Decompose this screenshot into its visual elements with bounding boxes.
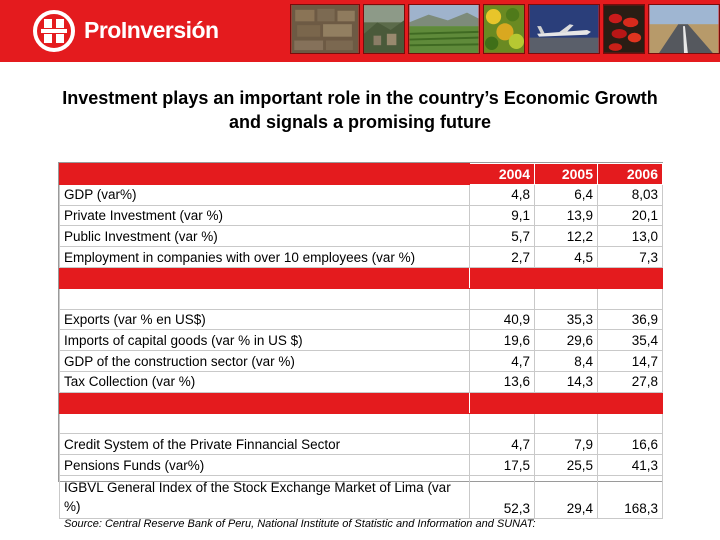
value-2005: 7,9 — [534, 433, 598, 456]
value-2004: 13,6 — [469, 370, 535, 393]
value-2004: 5,7 — [469, 225, 535, 248]
airplane-photo — [528, 4, 600, 54]
section-divider — [59, 391, 663, 414]
table-row: Private Investment (var %) 9,1 13,9 20,1 — [59, 204, 663, 227]
value-2005: 4,5 — [534, 246, 598, 268]
row-label: Tax Collection (var %) — [59, 370, 470, 393]
title-line-1: Investment plays an important role in th… — [62, 88, 658, 108]
value-2004: 2,7 — [469, 246, 535, 268]
value-2005: 12,2 — [534, 225, 598, 248]
table-row: Exports (var % en US$) 40,9 35,3 36,9 — [59, 308, 663, 331]
value-2005: 8,4 — [534, 350, 598, 372]
farmland-photo — [408, 4, 480, 54]
year-2004-header: 2004 — [469, 163, 535, 185]
table-row: Tax Collection (var %) 13,6 14,3 27,8 — [59, 370, 663, 393]
table-row: Pensions Funds (var%) 17,5 25,5 41,3 — [59, 454, 663, 476]
value-2004: 52,3 — [469, 474, 535, 519]
value-2005: 6,4 — [534, 183, 598, 206]
value-2004: 17,5 — [469, 454, 535, 476]
table-row: Employment in companies with over 10 emp… — [59, 246, 663, 268]
table-row: GDP (var%) 4,8 6,4 8,03 — [59, 183, 663, 206]
row-label: Pensions Funds (var%) — [59, 454, 470, 476]
year-2006-header: 2006 — [597, 163, 663, 185]
year-2005-header: 2005 — [534, 163, 598, 185]
value-2005: 35,3 — [534, 308, 598, 331]
value-2006: 35,4 — [597, 329, 663, 352]
table-row: Imports of capital goods (var % in US $)… — [59, 329, 663, 352]
header-band: ProInversión — [0, 0, 720, 62]
value-2006: 14,7 — [597, 350, 663, 372]
row-label: Credit System of the Private Finnancial … — [59, 433, 470, 456]
value-2006: 41,3 — [597, 454, 663, 476]
value-2006: 168,3 — [597, 474, 663, 519]
value-2004: 19,6 — [469, 329, 535, 352]
row-label: Employment in companies with over 10 emp… — [59, 246, 470, 268]
stone-wall-photo — [290, 4, 360, 54]
title-line-2: and signals a promising future — [228, 112, 492, 132]
row-label: Public Investment (var %) — [59, 225, 470, 248]
table-header-row: 2004 2005 2006 — [59, 163, 663, 185]
indicators-table: 2004 2005 2006 GDP (var%) 4,8 6,4 8,03 P… — [58, 162, 663, 519]
peppers-photo — [603, 4, 645, 54]
value-2006: 27,8 — [597, 370, 663, 393]
value-2006: 20,1 — [597, 204, 663, 227]
value-2004: 9,1 — [469, 204, 535, 227]
value-2005: 14,3 — [534, 370, 598, 393]
table-row — [59, 412, 663, 435]
highway-photo — [648, 4, 720, 54]
source-note: Source: Central Reserve Bank of Peru, Na… — [64, 518, 536, 530]
row-label: Exports (var % en US$) — [59, 308, 470, 331]
table-row: GDP of the construction sector (var %) 4… — [59, 350, 663, 372]
value-2006: 13,0 — [597, 225, 663, 248]
value-2006: 36,9 — [597, 308, 663, 331]
table-row — [59, 287, 663, 310]
table-row: Public Investment (var %) 5,7 12,2 13,0 — [59, 225, 663, 248]
row-label: IGBVL General Index of the Stock Exchang… — [59, 474, 470, 519]
value-2005: 29,6 — [534, 329, 598, 352]
slide-title: Investment plays an important role in th… — [10, 86, 710, 134]
vegetables-photo — [483, 4, 525, 54]
row-label: GDP (var%) — [59, 183, 470, 206]
header-photo-strip — [290, 4, 720, 54]
value-2004: 4,7 — [469, 433, 535, 456]
value-2006: 16,6 — [597, 433, 663, 456]
header-blank-cell — [59, 163, 470, 185]
row-label: GDP of the construction sector (var %) — [59, 350, 470, 372]
row-label — [59, 287, 470, 310]
value-2004: 4,7 — [469, 350, 535, 372]
value-2005: 29,4 — [534, 474, 598, 519]
value-2005: 13,9 — [534, 204, 598, 227]
value-2005: 25,5 — [534, 454, 598, 476]
value-2004: 4,8 — [469, 183, 535, 206]
value-2004: 40,9 — [469, 308, 535, 331]
table-row: Credit System of the Private Finnancial … — [59, 433, 663, 456]
proinversion-logo-icon — [33, 10, 75, 52]
row-label: Private Investment (var %) — [59, 204, 470, 227]
section-divider — [59, 266, 663, 289]
value-2006: 7,3 — [597, 246, 663, 268]
table-row: IGBVL General Index of the Stock Exchang… — [59, 474, 663, 519]
row-label — [59, 412, 470, 435]
row-label: Imports of capital goods (var % in US $) — [59, 329, 470, 352]
ruins-photo — [363, 4, 405, 54]
value-2006: 8,03 — [597, 183, 663, 206]
brand-name: ProInversión — [84, 17, 219, 43]
